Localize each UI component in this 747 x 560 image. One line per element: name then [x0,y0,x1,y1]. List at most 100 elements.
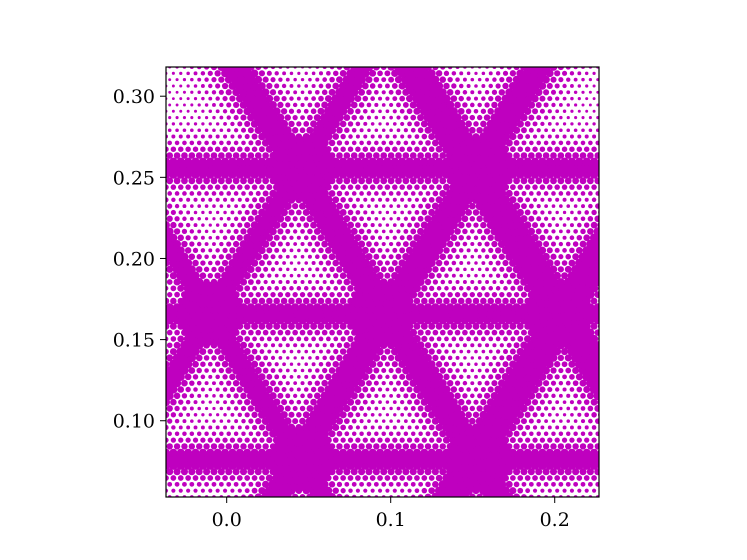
scatter-point [241,418,246,424]
scatter-point [407,412,412,417]
scatter-point [509,348,516,355]
scatter-point [510,336,516,342]
scatter-point [229,235,236,241]
scatter-point [428,196,435,203]
scatter-point [464,423,473,432]
scatter-point [517,146,524,152]
scatter-point [457,119,466,129]
scatter-point [190,77,194,82]
scatter-point [169,448,178,457]
scatter-point [391,69,399,77]
scatter-point [343,67,351,71]
scatter-point [580,393,586,399]
scatter-point [219,393,224,398]
scatter-point [423,303,433,312]
scatter-point [186,197,191,202]
scatter-point [292,418,299,425]
scatter-point [436,348,442,355]
scatter-point [460,416,470,426]
scatter-point [516,157,525,167]
scatter-point [513,67,520,71]
scatter-point [274,71,279,76]
scatter-point [462,291,468,298]
scatter-point [186,109,190,113]
scatter-point [188,253,196,260]
scatter-point [366,229,372,234]
scatter-point [366,216,372,221]
scatter-point [211,355,217,361]
scatter-point [240,291,247,298]
scatter-point [262,329,269,336]
scatter-point [381,481,387,487]
scatter-point [539,222,545,228]
scatter-point [363,501,367,505]
scatter-point [528,127,534,133]
scatter-point [388,191,394,196]
scatter-point [477,228,483,235]
scatter-point [389,217,393,221]
scatter-point [212,217,216,221]
scatter-point [557,278,565,286]
scatter-point [237,146,243,152]
scatter-point [494,247,502,254]
scatter-point [501,145,510,153]
scatter-point [543,140,549,146]
scatter-point [431,75,440,84]
scatter-point [351,431,357,437]
scatter-point [432,443,439,450]
scatter-point [243,348,251,356]
scatter-point [440,67,446,70]
scatter-point [327,379,337,388]
scatter-point [340,488,346,494]
scatter-point [282,273,286,278]
scatter-point [278,77,283,82]
scatter-point [377,488,383,493]
scatter-point [215,248,220,253]
scatter-point [251,209,258,216]
scatter-point [193,400,198,405]
scatter-point [586,392,594,400]
scatter-point [215,400,220,404]
scatter-point [388,254,394,260]
scatter-point [409,328,418,337]
scatter-point [288,399,294,405]
scatter-point [532,475,538,481]
scatter-point [347,107,354,115]
scatter-point [339,272,347,279]
scatter-point [189,191,195,196]
scatter-point [581,90,585,94]
scatter-point [418,203,424,209]
scatter-point [370,488,375,493]
scatter-point [429,57,435,63]
scatter-point [510,475,516,481]
scatter-point [470,343,475,348]
scatter-point [502,70,509,76]
scatter-point [262,253,269,260]
scatter-point [281,83,287,89]
scatter-point [417,127,424,134]
scatter-point [204,90,209,95]
scatter-point [498,379,506,387]
scatter-point [233,140,239,146]
scatter-point [211,77,217,83]
scatter-point [262,430,269,437]
scatter-point [600,110,603,113]
scatter-point [462,280,467,284]
scatter-point [400,425,405,430]
scatter-point [573,481,579,487]
scatter-point [258,82,266,90]
scatter-point [186,210,191,215]
scatter-point [186,71,190,76]
x-tick-label: 0.2 [540,509,570,531]
scatter-point [296,286,302,291]
scatter-point [336,76,343,84]
scatter-point [303,222,310,228]
scatter-point [287,132,296,141]
scatter-point [208,413,212,417]
scatter-point [258,322,266,330]
scatter-point [204,368,209,373]
scatter-point [223,400,228,405]
scatter-point [251,348,258,355]
scatter-point [411,204,416,209]
scatter-point [585,84,589,88]
